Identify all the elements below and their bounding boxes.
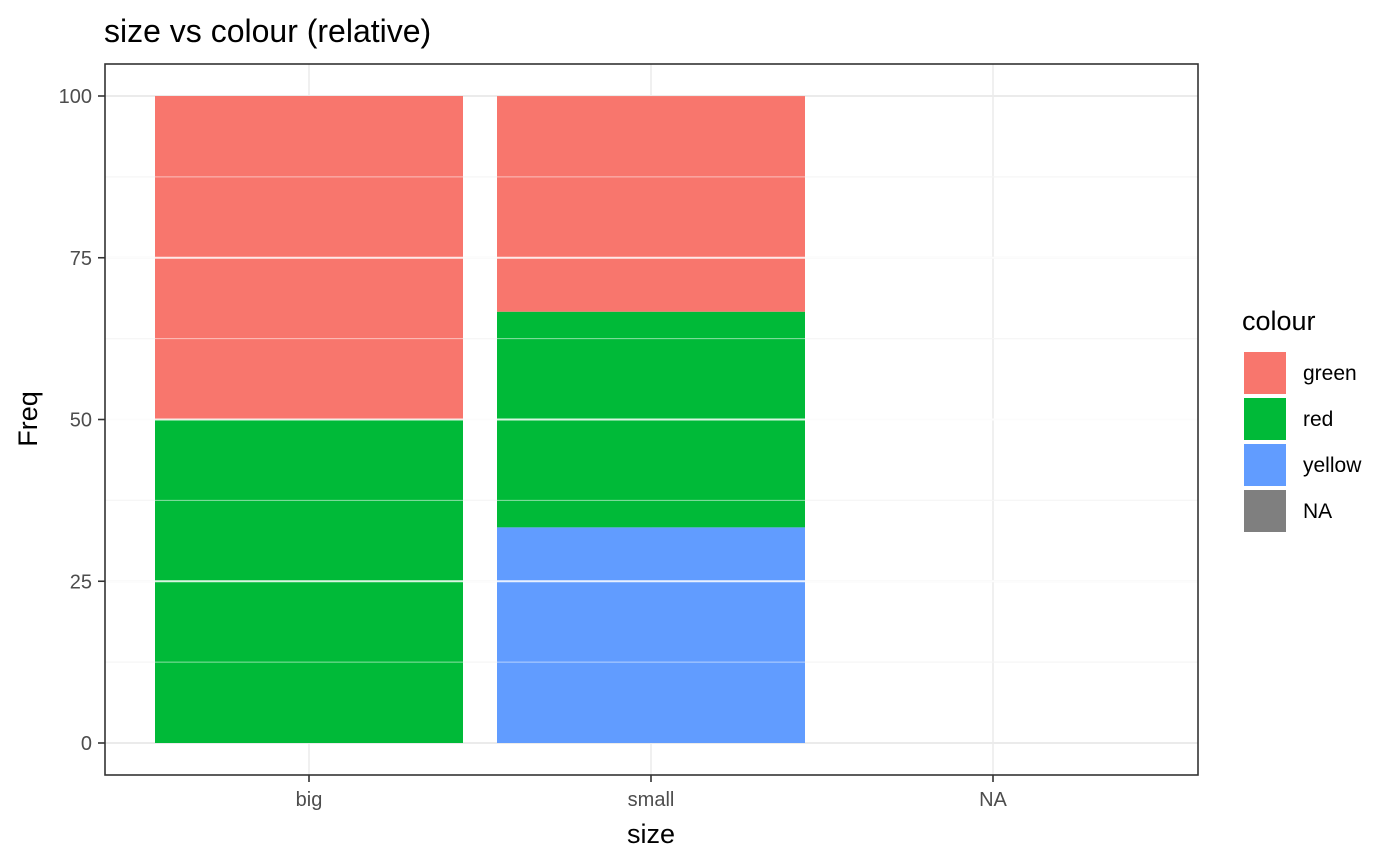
- legend-key-yellow: [1244, 444, 1286, 486]
- legend-label-red: red: [1303, 408, 1333, 431]
- y-tick-label: 50: [70, 410, 92, 432]
- gridlines-over-bars: [105, 176, 1198, 663]
- y-axis-label: Freq: [13, 391, 43, 447]
- x-axis-label: size: [627, 819, 675, 849]
- legend: colour green red yellow NA: [1242, 306, 1362, 532]
- y-axis: 0 25 50 75 100: [59, 86, 105, 755]
- bar-small-yellow: [497, 527, 805, 743]
- legend-key-red: [1244, 398, 1286, 440]
- legend-key-green: [1244, 352, 1286, 394]
- x-tick-label: small: [628, 789, 675, 811]
- x-axis: big small NA: [296, 775, 1008, 811]
- legend-title: colour: [1242, 306, 1316, 336]
- legend-label-NA: NA: [1303, 500, 1332, 523]
- chart-title: size vs colour (relative): [104, 13, 431, 49]
- bar-small-green: [497, 96, 805, 312]
- y-tick-label: 25: [70, 571, 92, 593]
- y-tick-label: 0: [81, 733, 92, 755]
- legend-items: green red yellow NA: [1244, 352, 1362, 532]
- x-tick-label: big: [296, 789, 323, 811]
- x-tick-label: NA: [979, 789, 1007, 811]
- legend-label-green: green: [1303, 362, 1357, 385]
- legend-label-yellow: yellow: [1303, 454, 1362, 477]
- y-tick-label: 75: [70, 248, 92, 270]
- legend-key-NA: [1244, 490, 1286, 532]
- y-tick-label: 100: [59, 86, 92, 108]
